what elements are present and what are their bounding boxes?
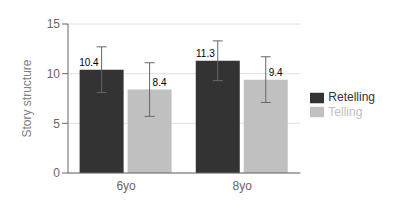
svg-text:10: 10 bbox=[47, 67, 61, 81]
svg-text:Story structure: Story structure bbox=[20, 59, 34, 137]
svg-text:8yo: 8yo bbox=[233, 179, 253, 193]
html-text:Telling: Telling bbox=[328, 104, 363, 119]
svg-text:10.4: 10.4 bbox=[79, 57, 99, 68]
svg-text:11.3: 11.3 bbox=[196, 48, 215, 59]
svg-text:0: 0 bbox=[53, 166, 60, 180]
svg-text:9.4: 9.4 bbox=[269, 67, 283, 78]
svg-text:15: 15 bbox=[47, 17, 61, 31]
svg-text:5: 5 bbox=[53, 117, 60, 131]
html-text:Retelling: Retelling bbox=[328, 89, 375, 104]
svg-text:8.4: 8.4 bbox=[153, 77, 167, 88]
svg-text:6yo: 6yo bbox=[116, 179, 136, 193]
